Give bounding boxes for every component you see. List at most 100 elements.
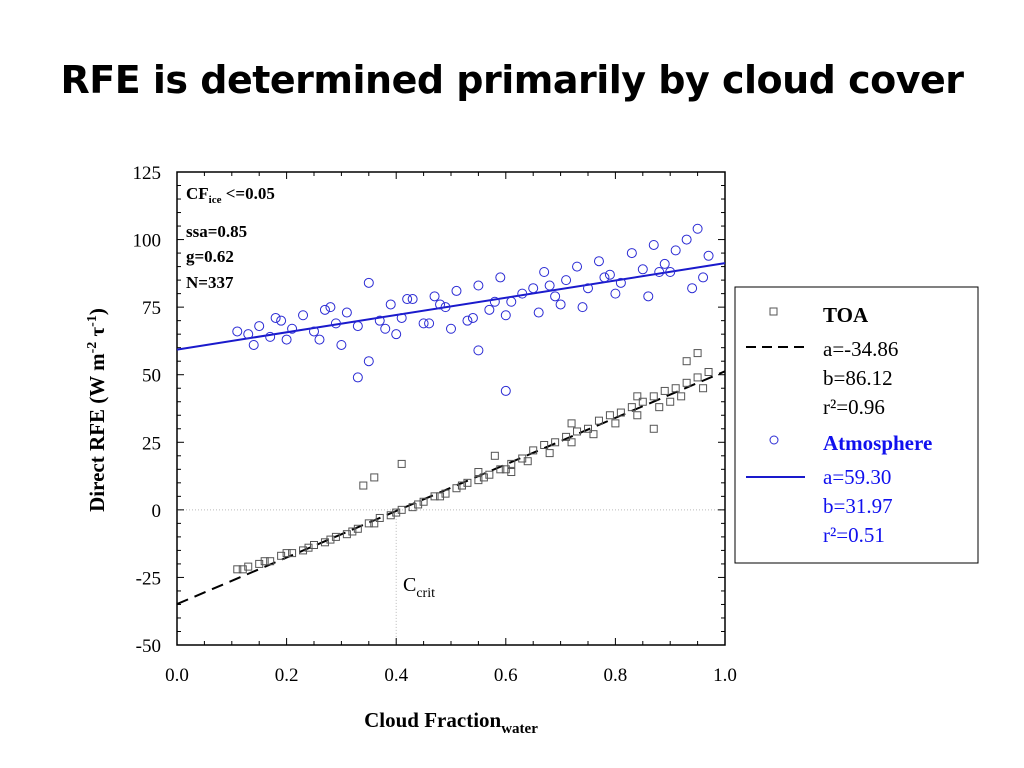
toa-point	[304, 543, 313, 552]
atmosphere-point	[314, 334, 325, 345]
toa-point	[649, 392, 658, 401]
toa-point	[573, 427, 582, 436]
atmosphere-point	[517, 288, 528, 299]
atmosphere-point	[330, 318, 341, 329]
y-tick-label: 50	[142, 366, 161, 387]
atmosphere-point	[276, 315, 287, 326]
toa-point	[655, 403, 664, 412]
atmosphere-point	[254, 321, 265, 332]
atmosphere-point	[270, 312, 281, 323]
legend-atm-r2: r²=0.51	[823, 523, 885, 547]
x-tick-label: 0.8	[604, 665, 628, 686]
toa-point	[633, 392, 642, 401]
atmosphere-point	[265, 331, 276, 342]
toa-point	[397, 505, 406, 514]
toa-point	[540, 440, 549, 449]
atmosphere-point	[500, 385, 511, 396]
atmosphere-point	[637, 264, 648, 275]
toa-point	[567, 419, 576, 428]
atmosphere-point	[692, 223, 703, 234]
atmosphere-point	[467, 312, 478, 323]
atmosphere-point	[319, 304, 330, 315]
legend-toa-a: a=-34.86	[823, 337, 898, 361]
annotation-g: g=0.62	[186, 247, 234, 266]
toa-point	[474, 468, 483, 477]
atmosphere-point	[544, 280, 555, 291]
atmosphere-point	[473, 280, 484, 291]
atmosphere-point	[659, 258, 670, 269]
toa-point	[507, 459, 516, 468]
y-tick-label: -25	[136, 568, 161, 589]
toa-point	[452, 484, 461, 493]
legend-toa-label: TOA	[823, 303, 869, 327]
toa-point	[441, 489, 450, 498]
toa-point	[364, 519, 373, 528]
toa-point	[523, 457, 532, 466]
atmosphere-point	[352, 372, 363, 383]
atmosphere-point	[506, 296, 517, 307]
toa-point	[474, 476, 483, 485]
atmosphere-point	[555, 299, 566, 310]
fit-lines	[176, 262, 726, 605]
atmosphere-point	[643, 291, 654, 302]
y-tick-label: -50	[136, 636, 161, 657]
annotation-n: N=337	[186, 273, 234, 292]
toa-point	[501, 465, 510, 474]
axis-ticks	[176, 171, 726, 646]
y-tick-label: 25	[142, 433, 161, 454]
atmosphere-point	[484, 304, 495, 315]
x-tick-label: 0.2	[275, 665, 299, 686]
toa-point	[392, 508, 401, 517]
toa-point	[545, 449, 554, 458]
atmosphere-point	[380, 323, 391, 334]
atmosphere-point	[325, 302, 336, 313]
atmosphere-point	[336, 339, 347, 350]
toa-point	[699, 384, 708, 393]
toa-point	[693, 373, 702, 382]
atmosphere-point	[528, 283, 539, 294]
atmosphere-point	[287, 323, 298, 334]
atmosphere-point	[396, 312, 407, 323]
toa-point	[370, 473, 379, 482]
toa-point	[589, 430, 598, 439]
toa-point	[414, 500, 423, 509]
toa-point	[419, 497, 428, 506]
toa-point	[408, 503, 417, 512]
toa-point	[233, 565, 242, 574]
toa-point	[616, 408, 625, 417]
toa-point	[567, 438, 576, 447]
atmosphere-point	[703, 250, 714, 261]
atmosphere-point	[352, 321, 363, 332]
atmosphere-point	[243, 329, 254, 340]
atmosphere-point	[593, 256, 604, 267]
atmosphere-point	[626, 248, 637, 259]
toa-point	[386, 511, 395, 520]
atmosphere-point	[687, 283, 698, 294]
atmosphere-point	[435, 299, 446, 310]
x-tick-label: 1.0	[713, 665, 737, 686]
y-tick-label: 125	[133, 163, 162, 184]
atmosphere-point	[500, 310, 511, 321]
toa-point	[584, 424, 592, 433]
atmosphere-point	[281, 334, 292, 345]
toa-point	[375, 513, 384, 522]
atmosphere-point	[489, 296, 500, 307]
x-tick-label: 0.6	[494, 665, 518, 686]
toa-point	[485, 470, 494, 479]
toa-point	[457, 481, 466, 490]
atmosphere-point	[440, 302, 451, 313]
atmosphere-point	[391, 329, 402, 340]
toa-point	[490, 451, 499, 460]
atmosphere-point	[451, 285, 462, 296]
toa-point	[238, 565, 247, 574]
toa-point	[320, 538, 329, 547]
toa-point	[244, 562, 253, 571]
toa-point	[496, 465, 505, 474]
y-tick-label: 0	[152, 501, 162, 522]
atmosphere-point	[363, 356, 374, 367]
atmosphere-point	[424, 318, 435, 329]
atmosphere-point	[248, 339, 259, 350]
toa-point	[326, 535, 335, 544]
toa-point	[605, 411, 614, 420]
y-tick-label: 75	[142, 298, 161, 319]
